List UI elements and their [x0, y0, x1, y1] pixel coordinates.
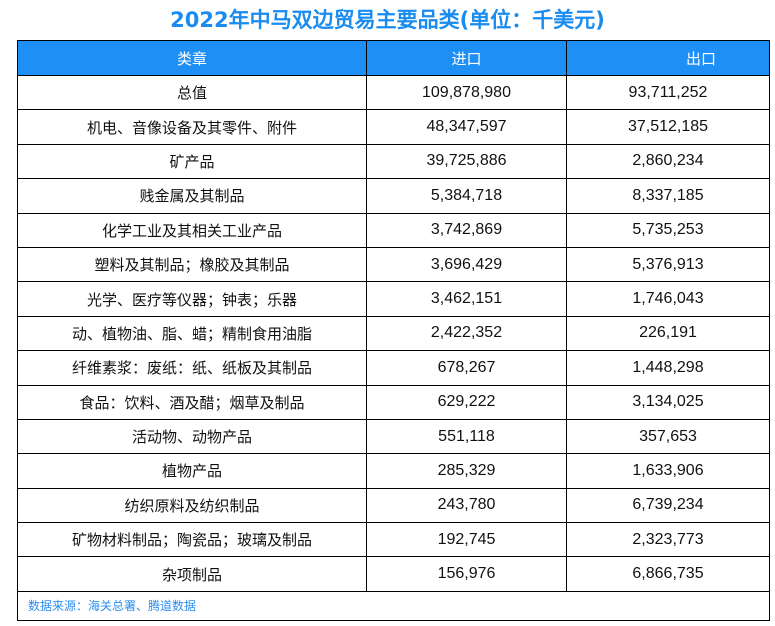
import-cell: 629,222 [366, 384, 567, 420]
table-row: 矿物材料制品；陶瓷品；玻璃及制品 192,745 2,323,773 [17, 522, 770, 558]
category-cell: 贱金属及其制品 [17, 178, 367, 214]
export-cell: 1,746,043 [566, 281, 770, 317]
header-export: 出口 [566, 40, 770, 76]
import-cell: 551,118 [366, 418, 567, 455]
export-cell: 6,866,735 [566, 556, 770, 592]
import-cell: 285,329 [366, 453, 567, 489]
import-cell: 109,878,980 [366, 74, 567, 111]
export-cell: 1,448,298 [566, 350, 770, 386]
export-cell: 1,633,906 [566, 453, 770, 489]
table-row: 纺织原料及纺织制品 243,780 6,739,234 [17, 487, 770, 524]
export-cell: 8,337,185 [566, 178, 770, 214]
export-cell: 5,735,253 [566, 212, 770, 248]
table-row: 塑料及其制品；橡胶及其制品 3,696,429 5,376,913 [17, 246, 770, 283]
source-footnote: 数据来源：海关总署、腾道数据 [17, 590, 770, 621]
category-cell: 矿产品 [17, 143, 367, 180]
category-cell: 植物产品 [17, 453, 367, 489]
category-cell: 化学工业及其相关工业产品 [17, 212, 367, 248]
table-row: 植物产品 285,329 1,633,906 [17, 453, 770, 489]
export-cell: 3,134,025 [566, 384, 770, 420]
category-cell: 塑料及其制品；橡胶及其制品 [17, 246, 367, 283]
header-category: 类章 [17, 40, 367, 76]
table-row: 活动物、动物产品 551,118 357,653 [17, 418, 770, 455]
table-row: 机电、音像设备及其零件、附件 48,347,597 37,512,185 [17, 109, 770, 145]
category-cell: 活动物、动物产品 [17, 418, 367, 455]
import-cell: 39,725,886 [366, 143, 567, 180]
table-row: 矿产品 39,725,886 2,860,234 [17, 143, 770, 180]
table-row: 动、植物油、脂、蜡；精制食用油脂 2,422,352 226,191 [17, 315, 770, 352]
export-cell: 357,653 [566, 418, 770, 455]
trade-table: 类章 进口 出口 总值 109,878,980 93,711,252 机电、音像设备及… [17, 40, 770, 621]
import-cell: 243,780 [366, 487, 567, 524]
footnote-row: 数据来源：海关总署、腾道数据 [17, 590, 770, 621]
category-cell: 食品：饮料、酒及醋；烟草及制品 [17, 384, 367, 420]
import-cell: 3,696,429 [366, 246, 567, 283]
category-cell: 机电、音像设备及其零件、附件 [17, 109, 367, 145]
page-title: 2022年中马双边贸易主要品类(单位：千美元) [170, 8, 605, 32]
import-cell: 5,384,718 [366, 178, 567, 214]
table-row: 纤维素浆：废纸：纸、纸板及其制品 678,267 1,448,298 [17, 350, 770, 386]
table-row: 杂项制品 156,976 6,866,735 [17, 556, 770, 592]
table-header-row: 类章 进口 出口 [17, 40, 770, 76]
import-cell: 48,347,597 [366, 109, 567, 145]
export-cell: 6,739,234 [566, 487, 770, 524]
category-cell: 杂项制品 [17, 556, 367, 592]
table-row: 食品：饮料、酒及醋；烟草及制品 629,222 3,134,025 [17, 384, 770, 420]
export-cell: 2,323,773 [566, 522, 770, 558]
table-row: 贱金属及其制品 5,384,718 8,337,185 [17, 178, 770, 214]
import-cell: 2,422,352 [366, 315, 567, 352]
export-cell: 37,512,185 [566, 109, 770, 145]
export-cell: 226,191 [566, 315, 770, 352]
import-cell: 3,742,869 [366, 212, 567, 248]
table-row: 总值 109,878,980 93,711,252 [17, 74, 770, 111]
category-cell: 总值 [17, 74, 367, 111]
table-row: 化学工业及其相关工业产品 3,742,869 5,735,253 [17, 212, 770, 248]
export-cell: 5,376,913 [566, 246, 770, 283]
import-cell: 192,745 [366, 522, 567, 558]
category-cell: 纤维素浆：废纸：纸、纸板及其制品 [17, 350, 367, 386]
export-cell: 93,711,252 [566, 74, 770, 111]
category-cell: 动、植物油、脂、蜡；精制食用油脂 [17, 315, 367, 352]
table-row: 光学、医疗等仪器；钟表；乐器 3,462,151 1,746,043 [17, 281, 770, 317]
header-import: 进口 [366, 40, 567, 76]
export-cell: 2,860,234 [566, 143, 770, 180]
import-cell: 156,976 [366, 556, 567, 592]
category-cell: 矿物材料制品；陶瓷品；玻璃及制品 [17, 522, 367, 558]
import-cell: 3,462,151 [366, 281, 567, 317]
category-cell: 纺织原料及纺织制品 [17, 487, 367, 524]
category-cell: 光学、医疗等仪器；钟表；乐器 [17, 281, 367, 317]
import-cell: 678,267 [366, 350, 567, 386]
